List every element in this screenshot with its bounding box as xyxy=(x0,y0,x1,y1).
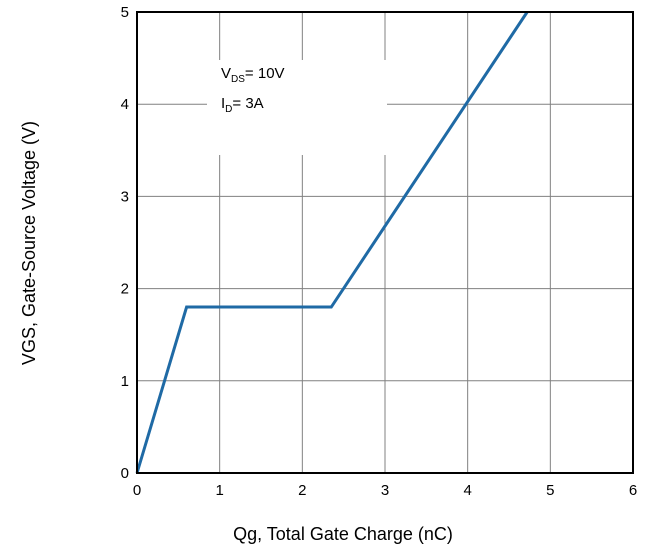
x-axis-title: Qg, Total Gate Charge (nC) xyxy=(233,524,453,544)
x-tick-label-4: 4 xyxy=(463,482,471,499)
annotation-vds-main: V xyxy=(221,65,231,82)
x-tick-label-0: 0 xyxy=(133,482,141,499)
x-tick-label-6: 6 xyxy=(629,482,637,499)
x-tick-label-1: 1 xyxy=(215,482,223,499)
annotation-id: ID= 3A xyxy=(221,95,264,115)
x-tick-label-2: 2 xyxy=(298,482,306,499)
y-tick-label-3: 3 xyxy=(121,188,129,205)
annotation-background xyxy=(207,60,387,155)
y-tick-label-4: 4 xyxy=(121,96,129,113)
annotation-id-main: I xyxy=(221,95,225,112)
annotation-vds-value: = 10V xyxy=(245,65,285,82)
y-tick-labels: 0 1 2 3 4 5 xyxy=(121,4,129,482)
annotation-vds: VDS= 10V xyxy=(221,65,285,85)
x-tick-labels: 0 1 2 3 4 5 6 xyxy=(133,482,637,499)
plot-frame xyxy=(136,11,634,474)
x-tick-label-3: 3 xyxy=(381,482,389,499)
y-tick-label-0: 0 xyxy=(121,465,129,482)
annotation-id-sub: D xyxy=(225,104,232,115)
y-axis-title: VGS, Gate-Source Voltage (V) xyxy=(19,121,39,365)
y-tick-label-5: 5 xyxy=(121,4,129,21)
series-line-0 xyxy=(135,11,529,474)
annotation-vds-sub: DS xyxy=(231,74,245,85)
annotation-id-value: = 3A xyxy=(232,95,263,112)
series-layer xyxy=(135,11,529,474)
x-tick-label-5: 5 xyxy=(546,482,554,499)
y-tick-label-2: 2 xyxy=(121,281,129,298)
y-tick-label-1: 1 xyxy=(121,373,129,390)
